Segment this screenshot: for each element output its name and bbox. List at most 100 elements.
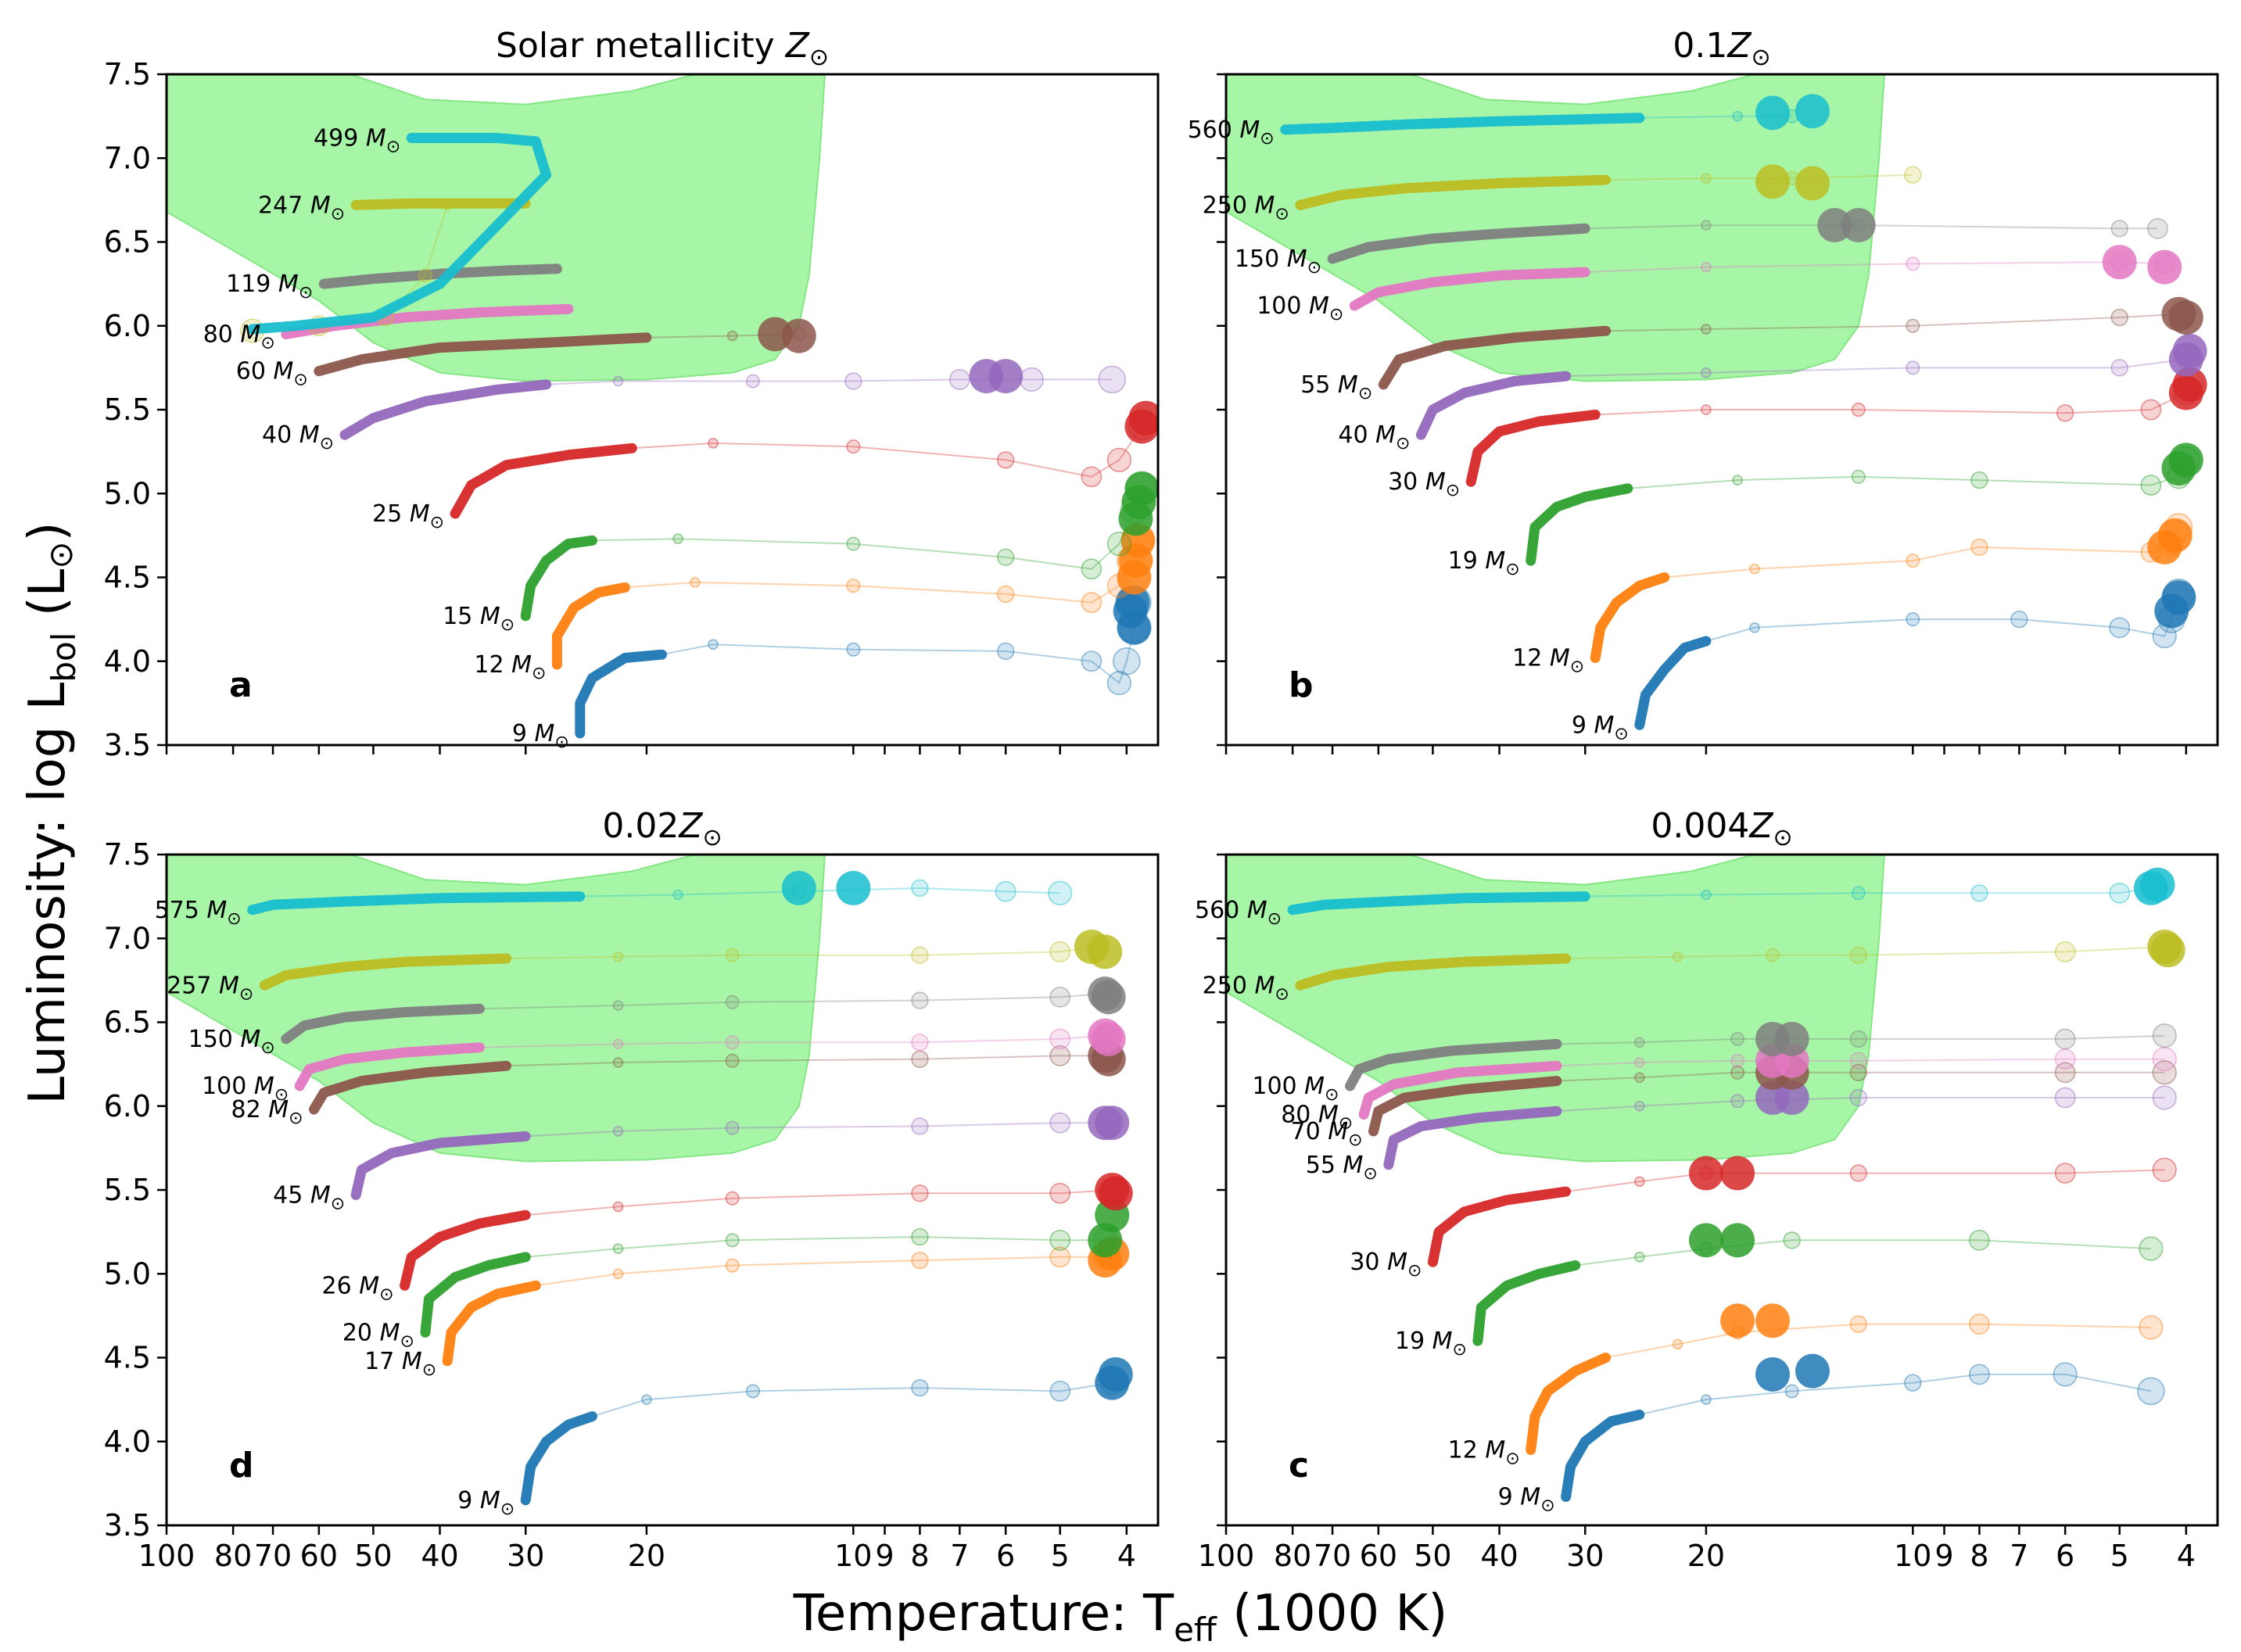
post-ms-point	[1784, 1384, 1799, 1399]
end-point	[1117, 610, 1152, 645]
post-ms-point	[1849, 1315, 1867, 1333]
track-9	[520, 1356, 1133, 1506]
post-ms-point	[2140, 399, 2162, 421]
title-text: Solar metallicity	[496, 26, 786, 66]
track-80	[281, 303, 574, 339]
track-40	[1415, 333, 2207, 440]
post-ms-point	[725, 1053, 740, 1068]
mass-value: 25	[372, 500, 410, 528]
sun-symbol: ⊙	[1407, 1261, 1422, 1281]
post-ms-point	[612, 1000, 624, 1011]
post-ms-point	[1049, 1045, 1071, 1066]
sun-symbol: ⊙	[1452, 1340, 1466, 1360]
post-ms-point	[2056, 404, 2074, 422]
end-point	[1688, 1223, 1723, 1258]
post-ms-path	[536, 1256, 1106, 1287]
mass-value: 560	[1188, 116, 1240, 144]
post-ms-path	[546, 378, 1113, 385]
sun-symbol: ⊙	[227, 909, 241, 929]
sun-symbol: ⊙	[1275, 204, 1289, 224]
sun-symbol: ⊙	[1505, 560, 1519, 579]
post-ms-point	[1970, 471, 1988, 489]
mass-value: 40	[1338, 421, 1375, 449]
mass-label: 20 M⊙	[342, 1319, 414, 1351]
track-55	[1378, 296, 2203, 390]
post-ms-point	[2054, 1048, 2076, 1070]
post-ms-point	[708, 639, 719, 650]
main-sequence-path	[1349, 267, 1590, 311]
main-sequence-path	[314, 332, 652, 377]
track-30	[1465, 367, 2207, 487]
track-55	[1383, 1080, 2177, 1170]
post-ms-point	[1906, 318, 1920, 333]
post-ms-point	[1906, 554, 1920, 568]
mass-unit: M	[1432, 1328, 1453, 1355]
mass-unit: M	[240, 1026, 260, 1053]
title-text: 0.004	[1651, 806, 1749, 846]
mass-unit: M	[1485, 1436, 1505, 1464]
post-ms-path	[592, 1381, 1113, 1417]
mass-label: 40 M⊙	[1338, 421, 1410, 453]
x-tick-label: 4	[1117, 1539, 1136, 1573]
x-tick-label: 50	[354, 1539, 392, 1573]
panel-letter: a	[229, 665, 253, 705]
y-tick-label: 7.5	[104, 57, 151, 91]
mass-label: 80 M⊙	[203, 321, 275, 353]
post-ms-point	[1081, 558, 1103, 580]
panel-title: 0.1Z⊙	[1673, 26, 1770, 71]
post-ms-point	[1849, 1164, 1867, 1182]
sun-symbol: ⊙	[386, 138, 400, 157]
end-point	[2168, 443, 2203, 478]
end-point	[781, 870, 816, 905]
y-axis-label-sun: ⊙	[41, 541, 80, 568]
mass-unit: M	[1550, 644, 1570, 672]
post-ms-point	[1049, 1182, 1071, 1204]
post-ms-point	[1904, 1374, 1922, 1392]
sun-symbol: ⊙	[320, 434, 334, 453]
post-ms-point	[746, 374, 760, 389]
x-axis-label-main: Temperature: T	[793, 1585, 1174, 1643]
panel-c: 9 M⊙12 M⊙19 M⊙30 M⊙55 M⊙70 M⊙80 M⊙100 M⊙…	[1195, 806, 2219, 1573]
mass-value: 100	[1257, 292, 1309, 320]
mass-unit: M	[310, 1181, 331, 1209]
title-text: 0.02	[602, 806, 679, 846]
main-sequence-path	[520, 1411, 597, 1506]
end-point	[1795, 166, 1830, 201]
mass-unit: M	[1375, 421, 1396, 449]
post-ms-point	[1730, 1032, 1745, 1046]
track-15	[520, 471, 1158, 622]
sun-symbol: ⊙	[1348, 1131, 1362, 1150]
post-ms-point	[641, 1394, 652, 1405]
panel-d: 9 M⊙17 M⊙20 M⊙26 M⊙45 M⊙82 M⊙100 M⊙150 M…	[104, 806, 1160, 1573]
mass-label: 80 M⊙	[1281, 1101, 1353, 1133]
post-ms-point	[1106, 671, 1131, 696]
mass-unit: M	[278, 271, 299, 298]
end-point	[2168, 300, 2203, 335]
mass-label: 60 M⊙	[236, 358, 308, 390]
main-sequence-path	[575, 649, 667, 739]
end-point	[1720, 1303, 1755, 1338]
post-ms-point	[911, 1184, 929, 1202]
post-ms-path	[506, 1055, 1106, 1067]
main-sequence-path	[259, 953, 512, 991]
sun-symbol: ⊙	[1339, 1113, 1353, 1133]
end-point	[1095, 1106, 1130, 1141]
mass-label: 19 M⊙	[1448, 547, 1520, 579]
main-sequence-path	[450, 443, 637, 519]
mass-label: 15 M⊙	[443, 603, 515, 635]
x-axis-label-sub: eff	[1174, 1611, 1217, 1649]
sun-symbol: ⊙	[239, 984, 253, 1004]
end-point	[1115, 585, 1150, 620]
end-point	[836, 870, 871, 905]
post-ms-point	[1849, 1052, 1867, 1070]
mass-value: 12	[1512, 644, 1550, 672]
mass-unit: M	[1520, 1484, 1540, 1511]
x-tick-label: 80	[214, 1539, 252, 1573]
mass-value: 9	[457, 1487, 480, 1514]
x-tick-label: 6	[996, 1539, 1015, 1573]
track-12	[1590, 513, 2193, 663]
post-ms-point	[1701, 889, 1712, 901]
post-ms-point	[708, 438, 719, 449]
main-sequence-path	[442, 1280, 541, 1367]
track-257	[259, 929, 1123, 991]
